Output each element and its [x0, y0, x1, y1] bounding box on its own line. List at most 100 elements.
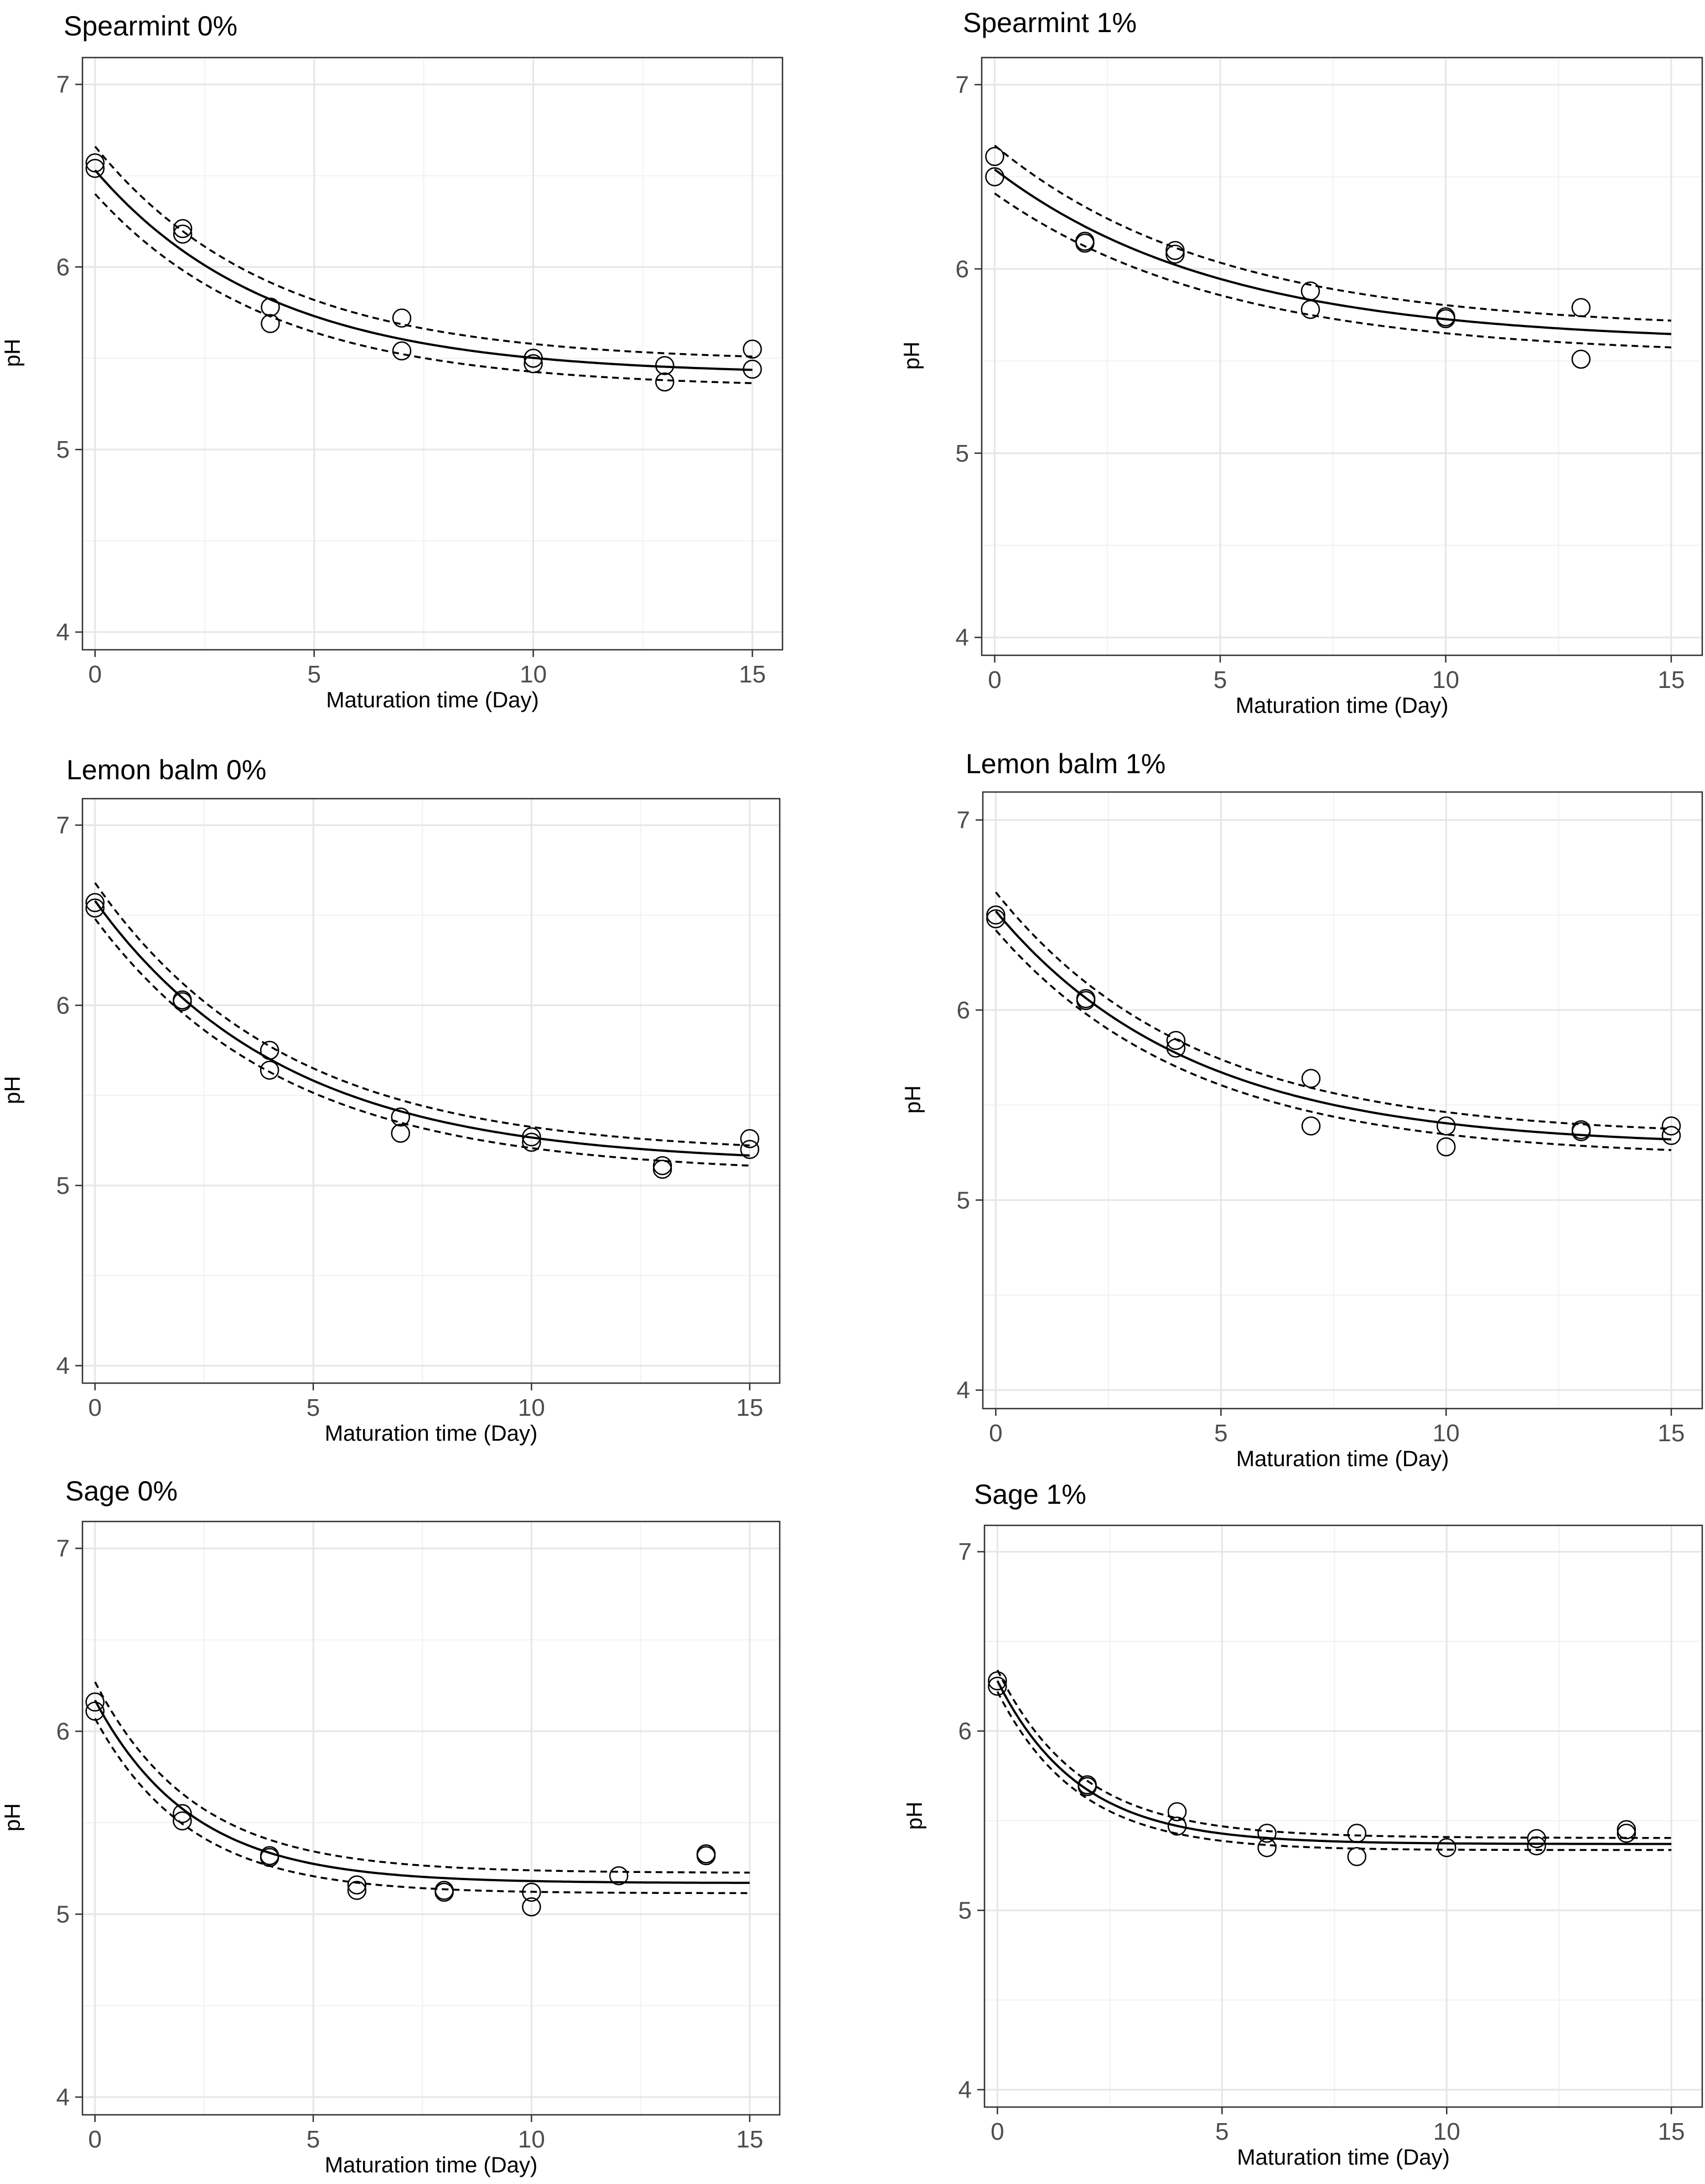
- y-tick-label: 5: [56, 436, 70, 463]
- x-tick-label: 0: [991, 2118, 1004, 2145]
- data-point: [1167, 1802, 1187, 1821]
- data-point: [1571, 298, 1591, 318]
- x-tick-label: 15: [1657, 666, 1685, 694]
- plot-area: 0 5 10 15 4 5 6 7: [958, 1524, 1703, 2145]
- plot-border: [981, 56, 1703, 656]
- ci-upper-line: [94, 1681, 750, 1874]
- data-point: [1572, 1122, 1591, 1141]
- data-point: [1437, 1838, 1457, 1857]
- y-tick-label: 6: [56, 253, 70, 281]
- ci-lower-line: [994, 192, 1672, 349]
- data-point: [260, 1847, 279, 1867]
- fit-line: [994, 168, 1672, 335]
- gridlines: [82, 798, 780, 1384]
- data-point: [85, 1692, 105, 1712]
- y-tick-label: 7: [958, 1539, 972, 1566]
- data-point: [609, 1866, 629, 1886]
- x-tick-label: 5: [307, 2126, 320, 2153]
- data-point: [391, 1107, 411, 1127]
- y-tick-label: 5: [957, 1187, 970, 1214]
- data-point: [985, 147, 1004, 167]
- gridlines: [982, 791, 1703, 1409]
- data-point: [1300, 299, 1320, 319]
- ci-lower-line: [995, 929, 1672, 1151]
- plot-area: 0 5 10 15 4 5 6 7: [56, 1520, 781, 2153]
- data-point: [173, 219, 193, 239]
- data-point: [740, 1140, 760, 1160]
- x-tick-label: 10: [518, 1394, 545, 1421]
- gridlines: [984, 1525, 1703, 2108]
- x-tick-label: 5: [1214, 1420, 1227, 1447]
- data-point: [392, 308, 412, 328]
- data-point: [260, 1041, 279, 1060]
- x-axis-title: Maturation time (Day): [324, 2153, 538, 2177]
- x-tick-label: 10: [1433, 1420, 1460, 1447]
- gridlines: [82, 1521, 780, 2115]
- ci-upper-line: [996, 1669, 1672, 1839]
- data-point: [1436, 309, 1455, 329]
- x-tick-label: 10: [518, 2126, 545, 2153]
- y-tick-label: 4: [56, 619, 70, 646]
- data-point: [1616, 1820, 1636, 1840]
- y-tick-label: 6: [958, 1718, 972, 1745]
- y-tick-label: 4: [958, 2077, 972, 2104]
- plot-border: [81, 798, 781, 1384]
- x-tick-label: 0: [88, 1394, 101, 1421]
- plot-border: [983, 1524, 1703, 2108]
- ci-upper-line: [994, 144, 1672, 322]
- data-point: [347, 1875, 367, 1895]
- x-tick-label: 15: [736, 2126, 763, 2153]
- x-tick-label: 10: [1433, 2118, 1460, 2145]
- data-point: [1075, 231, 1095, 251]
- y-tick-label: 5: [958, 1897, 972, 1924]
- x-axis-title: Maturation time (Day): [1236, 1447, 1449, 1471]
- ci-upper-line: [995, 891, 1672, 1130]
- x-tick-label: 5: [1214, 666, 1227, 694]
- data-point: [173, 992, 192, 1012]
- y-tick-label: 6: [957, 997, 970, 1024]
- data-point: [1301, 1069, 1321, 1088]
- data-point: [434, 1882, 454, 1902]
- y-axis-title: pH: [900, 1085, 925, 1114]
- data-point: [1347, 1824, 1367, 1843]
- data-point: [743, 359, 762, 379]
- data-point: [85, 1701, 105, 1721]
- x-axis-title: Maturation time (Day): [1235, 694, 1449, 718]
- x-tick-label: 5: [307, 1394, 320, 1421]
- data-point: [1257, 1824, 1277, 1843]
- y-tick-label: 7: [56, 71, 70, 98]
- x-tick-label: 5: [307, 661, 320, 688]
- y-axis-title: pH: [0, 338, 25, 368]
- y-tick-label: 5: [56, 1901, 70, 1928]
- data-point: [1616, 1824, 1636, 1843]
- data-point: [1166, 1038, 1186, 1058]
- fit-line: [94, 900, 750, 1157]
- data-point: [522, 1132, 541, 1152]
- x-axis-title: Maturation time (Day): [1237, 2145, 1450, 2170]
- x-tick-label: 0: [988, 666, 1001, 694]
- data-point: [392, 341, 412, 361]
- data-point: [261, 314, 280, 333]
- panel-title: Sage 0%: [65, 1476, 178, 1507]
- data-point: [986, 905, 1006, 925]
- y-tick-label: 7: [957, 807, 970, 834]
- x-tick-label: 10: [1432, 666, 1459, 694]
- plot-area: 0 5 10 15 4 5 6 7: [56, 798, 781, 1421]
- data-point: [988, 1671, 1007, 1691]
- data-point: [1257, 1838, 1277, 1857]
- data-point: [85, 893, 105, 913]
- data-point: [261, 297, 280, 317]
- data-point: [173, 224, 193, 244]
- data-point: [1165, 244, 1185, 264]
- y-tick-label: 6: [56, 992, 70, 1019]
- data-point: [1571, 349, 1591, 369]
- data-point: [988, 1676, 1007, 1696]
- y-tick-label: 5: [56, 1172, 70, 1199]
- data-point: [1076, 991, 1096, 1010]
- ci-lower-line: [996, 1691, 1672, 1851]
- fit-line: [994, 910, 1672, 1141]
- panel-title: Sage 1%: [974, 1479, 1086, 1510]
- data-point: [85, 158, 105, 178]
- data-point: [696, 1844, 716, 1864]
